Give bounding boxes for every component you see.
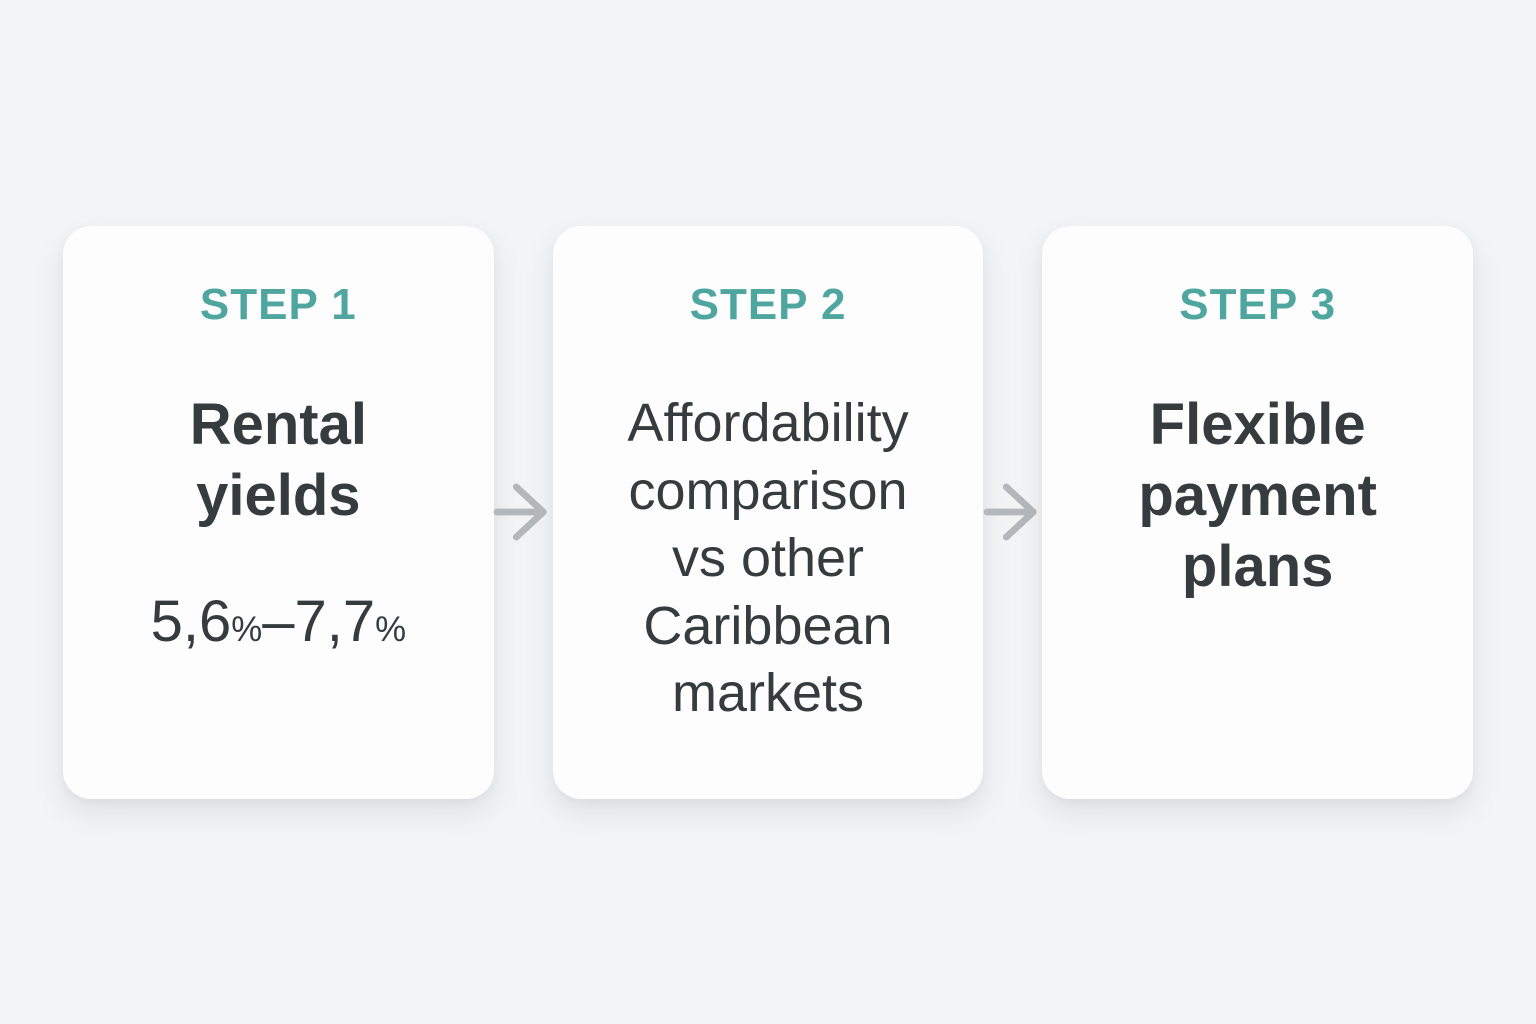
step-1-title: Rental yields <box>189 392 367 528</box>
stat-dash: – <box>262 588 295 654</box>
step-3-card: STEP 3 Flexible payment plans <box>1042 225 1474 799</box>
step-3-label: STEP 3 <box>1179 279 1337 329</box>
arrow-step1-to-step2 <box>493 226 553 799</box>
percent-sign: % <box>375 609 407 649</box>
step-2-label: STEP 2 <box>689 279 847 329</box>
step-2-title: Affordability comparison vs other Caribb… <box>627 393 909 724</box>
step-3-title: Flexible payment plans <box>1138 392 1377 599</box>
stat-number: 5,6 <box>150 588 232 654</box>
step-1-card: STEP 1 Rental yields 5,6%–7,7% <box>63 225 494 799</box>
stat-number: 7,7 <box>294 588 376 654</box>
percent-sign: % <box>231 609 263 649</box>
process-diagram: STEP 1 Rental yields 5,6%–7,7% STEP 2 Af… <box>0 225 1536 799</box>
step-2-card: STEP 2 Affordability comparison vs other… <box>552 225 984 799</box>
step-1-value: 5,6%–7,7% <box>91 588 466 655</box>
arrow-step2-to-step3 <box>983 226 1042 799</box>
arrow-right-icon <box>493 483 547 541</box>
step-1-label: STEP 1 <box>199 279 357 329</box>
arrow-right-icon <box>983 483 1037 541</box>
